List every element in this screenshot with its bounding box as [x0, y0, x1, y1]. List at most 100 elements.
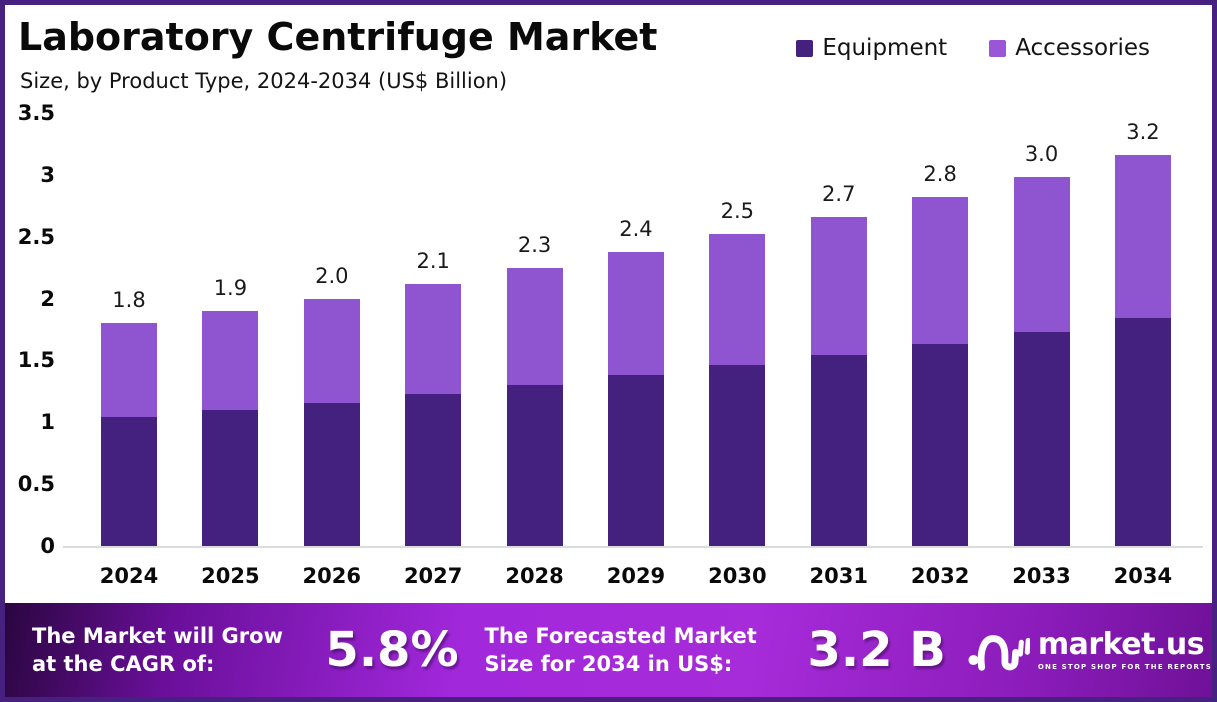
bar-total-label: 2.7	[822, 181, 856, 206]
bar-segment-equipment	[810, 355, 867, 546]
bar-segment-equipment	[1013, 331, 1070, 546]
bar-segment-accessories	[405, 283, 462, 394]
bar-segment-equipment	[303, 402, 360, 546]
y-tick-label: 2	[40, 286, 55, 311]
bar-stack	[506, 267, 563, 546]
bar-column-2030: 2.5	[701, 113, 773, 546]
bar-segment-equipment	[202, 409, 259, 546]
bar-column-2029: 2.4	[600, 113, 672, 546]
bar-column-2034: 3.2	[1107, 113, 1179, 546]
bar-total-label: 2.0	[315, 263, 349, 288]
y-tick-label: 3	[40, 162, 55, 187]
bar-segment-equipment	[405, 393, 462, 546]
page-subtitle: Size, by Product Type, 2024-2034 (US$ Bi…	[20, 69, 508, 93]
bar-segment-accessories	[303, 298, 360, 403]
x-axis-label-2026: 2026	[302, 564, 361, 588]
x-axis-label-2030: 2030	[708, 564, 767, 588]
brand-text: market.us ONE STOP SHOP FOR THE REPORTS	[1037, 626, 1212, 671]
legend-item-equipment: Equipment	[796, 35, 947, 61]
bar-segment-equipment	[506, 385, 563, 546]
y-tick-label: 3.5	[17, 101, 55, 125]
x-axis-label-2034: 2034	[1113, 564, 1173, 588]
bar-segment-accessories	[1013, 177, 1070, 332]
cagr-label-line1: The Market will Grow	[32, 623, 283, 648]
bar-total-label: 2.1	[416, 248, 450, 273]
bar-segment-accessories	[506, 267, 563, 386]
bar-stack	[303, 298, 360, 546]
y-axis: 0 0.5 1 1.5 2 2.5 3 3.5	[11, 101, 63, 558]
x-axis-label-2028: 2028	[505, 564, 564, 588]
x-axis-label-2029: 2029	[606, 564, 666, 588]
x-axis-label-2032: 2032	[910, 564, 970, 588]
bar-total-label: 2.8	[923, 162, 957, 187]
x-axis-label-2033: 2033	[1012, 564, 1071, 588]
bar-total-label: 3.2	[1126, 120, 1160, 145]
bar-segment-accessories	[912, 197, 969, 345]
bar-stack	[1114, 155, 1171, 546]
bars-container: 1.8 1.9 2.0 2.1 2.3 2.4 2.5 2.7 2.8 3.0 3.2	[63, 113, 1203, 546]
bar-total-label: 1.8	[112, 288, 146, 313]
bar-total-label: 2.3	[517, 232, 552, 257]
chart-legend: Equipment Accessories	[796, 35, 1150, 61]
legend-label: Accessories	[1015, 35, 1150, 61]
y-tick-label: 1	[40, 410, 55, 435]
market-us-logo-icon	[968, 635, 1030, 671]
x-axis-label-2027: 2027	[403, 564, 463, 588]
bar-stack	[1013, 177, 1070, 546]
bar-column-2032: 2.8	[904, 113, 976, 546]
bar-segment-accessories	[709, 234, 766, 366]
brand-tagline: ONE STOP SHOP FOR THE REPORTS	[1037, 662, 1212, 671]
legend-swatch-icon	[989, 39, 1007, 57]
legend-label: Equipment	[822, 35, 948, 61]
plot-area: 1.8 1.9 2.0 2.1 2.3 2.4 2.5 2.7 2.8 3.0 3.2 2024 20…	[63, 113, 1203, 588]
bar-stack	[101, 323, 157, 546]
bar-total-label: 2.4	[619, 216, 653, 241]
y-tick-label: 0.5	[17, 472, 55, 497]
footer-banner: The Market will Grow at the CAGR of: 5.8…	[5, 603, 1212, 697]
bar-total-label: 3.0	[1024, 142, 1059, 167]
bar-column-2033: 3.0	[1006, 113, 1078, 546]
x-axis-label-2024: 2024	[99, 564, 159, 588]
bar-stack	[709, 234, 766, 546]
brand-name: market.us	[1037, 626, 1205, 662]
bar-segment-accessories	[607, 251, 664, 376]
bar-segment-accessories	[810, 216, 867, 356]
y-tick-label: 2.5	[17, 224, 55, 249]
bar-total-label: 1.9	[213, 275, 248, 300]
bar-column-2031: 2.7	[803, 113, 875, 546]
bar-segment-equipment	[912, 344, 969, 546]
bar-segment-equipment	[101, 417, 157, 546]
bar-segment-equipment	[607, 375, 664, 546]
bar-segment-accessories	[202, 310, 259, 410]
bar-column-2025: 1.9	[194, 113, 266, 546]
bar-stack	[607, 251, 664, 546]
bar-column-2026: 2.0	[296, 113, 368, 546]
x-axis-label-2025: 2025	[201, 564, 260, 588]
bar-segment-equipment	[709, 365, 766, 546]
x-axis-line	[63, 546, 1203, 548]
stacked-bar-chart: 0 0.5 1 1.5 2 2.5 3 3.5 1.8 1.9 2.0 2.1 2.3 2.4 2.5 2.…	[11, 101, 1203, 588]
bar-stack	[810, 216, 867, 546]
x-axis-label-2031: 2031	[809, 564, 868, 588]
cagr-value: 5.8%	[325, 622, 459, 678]
forecast-label: The Forecasted Market Size for 2034 in U…	[485, 622, 770, 679]
forecast-label-line2: Size for 2034 in US$:	[484, 652, 733, 676]
bar-stack	[912, 197, 969, 546]
legend-swatch-icon	[796, 39, 814, 57]
legend-item-accessories: Accessories	[989, 35, 1150, 61]
y-tick-label: 0	[40, 534, 55, 558]
y-tick-label: 1.5	[17, 348, 55, 373]
bar-column-2028: 2.3	[499, 113, 571, 546]
cagr-label-line2: at the CAGR of:	[32, 652, 215, 676]
bar-column-2024: 1.8	[93, 113, 165, 546]
page-title: Laboratory Centrifuge Market	[18, 15, 658, 59]
bar-total-label: 2.5	[720, 199, 755, 224]
bar-stack	[202, 310, 259, 546]
forecast-value: 3.2 B	[807, 622, 946, 678]
x-axis-labels: 2024 2025 2026 2027 2028 2029 2030 2031 2032 2033…	[63, 548, 1203, 588]
bar-segment-accessories	[101, 323, 157, 418]
cagr-label: The Market will Grow at the CAGR of:	[32, 622, 307, 679]
bar-column-2027: 2.1	[397, 113, 469, 546]
bar-stack	[405, 283, 462, 546]
